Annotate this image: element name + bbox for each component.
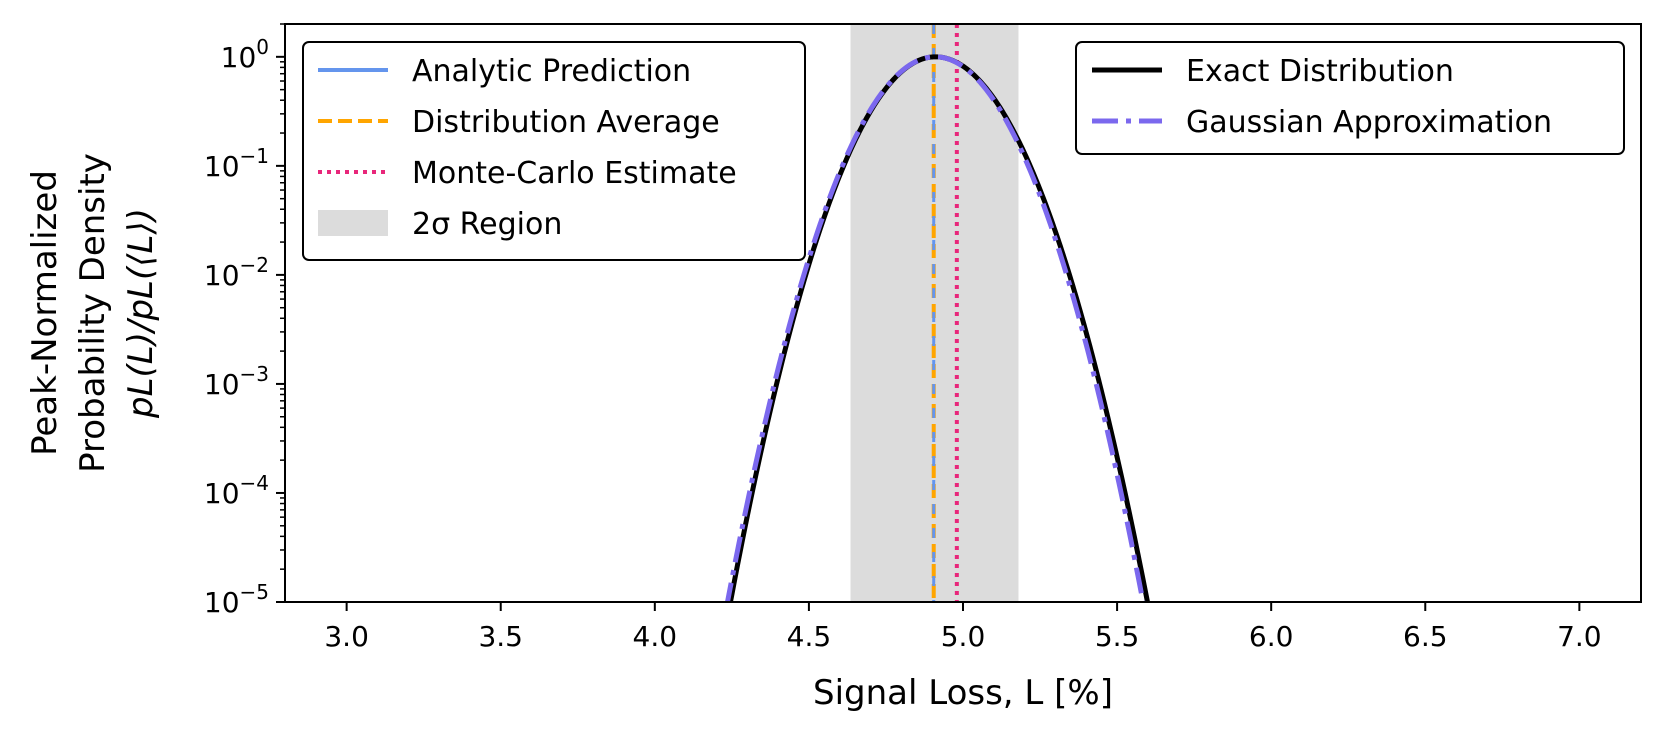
svg-text:Probability Density: Probability Density <box>73 153 113 473</box>
x-tick-label: 3.0 <box>324 620 369 653</box>
x-tick-label: 3.5 <box>478 620 523 653</box>
y-tick-label: 10−4 <box>204 471 269 510</box>
x-tick-label: 5.0 <box>941 620 986 653</box>
legend-region-swatch <box>318 210 388 236</box>
legend-gaussian-label: Gaussian Approximation <box>1186 105 1552 140</box>
x-tick-label: 4.0 <box>633 620 678 653</box>
legend-left: Analytic Prediction Distribution Average… <box>302 41 806 261</box>
legend-analytic-label: Analytic Prediction <box>412 54 691 89</box>
x-tick-label: 4.5 <box>787 620 832 653</box>
legend-average-label: Distribution Average <box>412 105 720 140</box>
legend-right: Exact Distribution Gaussian Approximatio… <box>1075 41 1625 155</box>
y-tick-label: 10−5 <box>204 580 269 619</box>
y-axis-label: Peak-Normalized Probability Density pL(L… <box>25 153 161 473</box>
x-tick-label: 6.0 <box>1249 620 1294 653</box>
svg-text:pL(L)/pL(⟨L⟩): pL(L)/pL(⟨L⟩) <box>121 208 161 419</box>
y-tick-label: 10−3 <box>204 362 269 401</box>
y-tick-label: 10−1 <box>204 144 269 183</box>
gaussian-approximation-curve <box>724 54 1146 602</box>
x-axis-label: Signal Loss, L [%] <box>813 673 1113 713</box>
y-tick-label: 100 <box>221 35 269 74</box>
legend-exact-label: Exact Distribution <box>1186 54 1454 89</box>
x-tick-label: 7.0 <box>1557 620 1602 653</box>
x-tick-label: 6.5 <box>1403 620 1448 653</box>
plot-area <box>724 24 1151 602</box>
y-tick-label: 10−2 <box>204 253 269 292</box>
svg-text:Peak-Normalized: Peak-Normalized <box>25 170 65 456</box>
legend-region-label: 2σ Region <box>412 207 562 242</box>
x-axis-ticks: 3.0 3.5 4.0 4.5 5.0 5.5 6.0 6.5 7.0 <box>324 602 1602 653</box>
legend-monte-carlo-label: Monte-Carlo Estimate <box>412 156 737 191</box>
x-tick-label: 5.5 <box>1095 620 1140 653</box>
y-axis-ticks: 100 10−1 10−2 10−3 10−4 10−5 <box>204 23 285 619</box>
